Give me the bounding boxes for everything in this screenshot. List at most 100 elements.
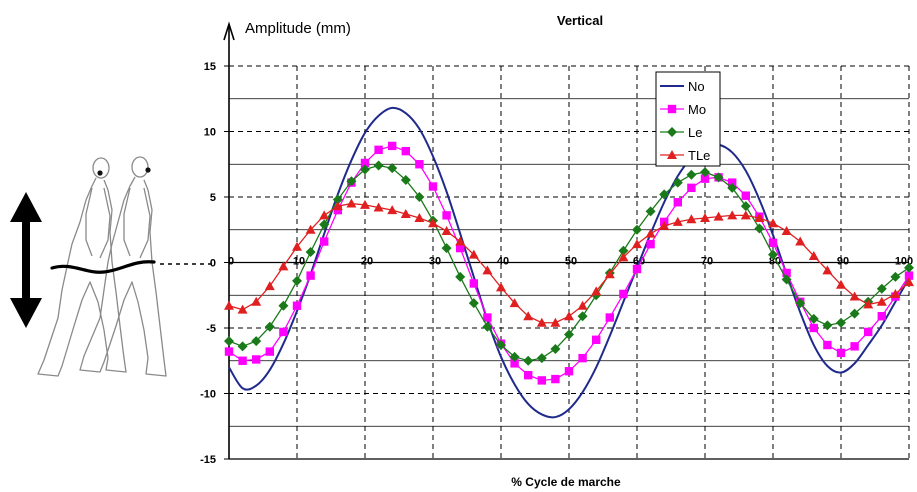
data-point-le [373,160,384,171]
data-point-le [849,308,860,319]
data-point-tle [496,282,506,292]
data-point-mo [605,313,614,322]
data-point-tle [808,250,819,260]
data-point-mo [877,312,886,321]
y-tick-label: 10 [204,127,216,139]
data-point-mo [415,160,424,169]
y-tick-labels: -15 -10 -5 0 5 10 15 [200,61,229,466]
x-tick-label: 30 [429,256,441,268]
data-point-le [264,321,275,332]
data-point-le [251,336,262,347]
data-point-le [346,176,357,187]
chart-title: Vertical [557,13,603,28]
data-point-tle [659,220,670,230]
legend-label: Mo [688,102,706,117]
data-point-mo [292,301,302,310]
data-point-mo [823,340,832,350]
data-point-tle [468,249,479,259]
data-point-le [727,182,738,193]
data-point-mo [700,174,710,183]
data-point-le [822,320,833,331]
data-point-le [808,313,819,324]
data-point-tle [890,288,901,298]
data-point-le [332,194,343,205]
data-point-mo [673,198,682,207]
data-point-tle [428,218,438,228]
front-head-marker [145,167,151,173]
legend-entry-no: No [660,79,705,94]
data-point-mo [265,347,274,356]
data-point-le [237,341,248,352]
data-point-mo [510,359,519,368]
data-point-le [278,300,289,311]
data-point-le [672,177,683,188]
data-point-mo [524,370,533,380]
x-tick-label: 10 [293,256,305,268]
data-point-le [564,329,574,340]
data-point-mo [904,271,914,280]
data-point-le [768,249,778,260]
data-point-mo [646,239,655,249]
data-point-tle [441,226,452,236]
data-point-tle [604,269,615,279]
data-point-le [482,321,493,332]
vertical-double-arrow-icon [10,192,42,328]
axes [228,26,909,460]
data-point-mo [306,271,315,280]
data-point-tle [346,198,357,208]
data-point-le [468,298,479,309]
data-point-tle [577,300,588,310]
y-axis-arrowhead [223,21,235,41]
data-point-le [455,271,466,282]
data-point-tle [795,236,806,246]
data-point-mo [252,355,261,364]
data-point-le [387,163,398,174]
data-point-le [876,283,887,294]
data-point-mo [768,238,778,248]
data-point-tle [849,291,860,301]
y-tick-label: -10 [200,389,216,401]
data-point-mo [809,323,818,333]
data-point-tle [876,296,887,306]
data-point-tle [387,205,398,215]
data-point-le [305,247,316,258]
data-point-mo [238,356,247,365]
data-point-le [659,189,670,200]
data-point-le [713,172,724,183]
data-point-mo [374,145,383,155]
data-point-tle [332,201,343,211]
data-point-mo [456,243,465,253]
series-mo [224,141,914,385]
data-point-tle [700,212,710,222]
data-point-tle [509,298,520,308]
data-point-tle [632,239,642,249]
data-point-tle [727,210,738,220]
legend-entry-tle: TLe [660,148,710,163]
data-point-tle [224,300,234,310]
data-point-tle [360,199,370,209]
data-point-mo [864,327,873,337]
legend-label: Le [688,125,702,140]
data-point-mo [537,376,546,385]
data-point-tle [400,209,411,219]
data-point-le [400,174,411,185]
data-point-mo [728,178,737,187]
data-point-le [781,274,792,285]
data-point-tle [264,281,275,291]
data-point-mo [632,264,642,274]
x-tick-label: 70 [701,256,713,268]
data-point-tle [482,265,493,275]
legend-swatch-marker [667,150,677,159]
y-tick-label: 5 [210,192,216,204]
data-point-le [550,343,561,354]
data-point-tle [523,311,534,321]
walker-rear-figure [37,157,127,377]
data-point-tle [686,214,697,224]
x-tick-label: 20 [361,256,373,268]
data-point-mo [360,158,370,168]
data-point-le [319,219,330,230]
data-point-le [577,311,588,322]
y-tick-label: -5 [206,323,216,335]
